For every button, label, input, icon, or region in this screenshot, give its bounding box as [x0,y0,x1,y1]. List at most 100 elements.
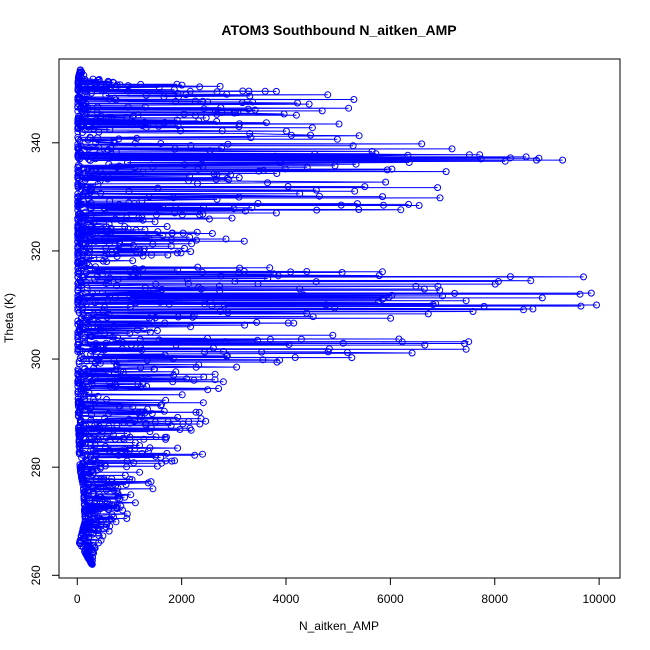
data-point [105,239,113,247]
data-point [183,275,191,283]
data-point [408,349,416,357]
data-point [152,280,160,288]
data-point [529,305,537,313]
data-point [224,140,232,148]
data-point [90,254,98,262]
data-point [168,295,176,303]
data-point [343,349,351,356]
data-point [151,314,159,322]
data-point [169,355,177,362]
data-point [106,274,114,282]
data-point [92,263,99,271]
data-point [88,435,96,443]
x-tick-label: 0 [74,592,81,606]
data-point [163,433,170,441]
x-tick-label: 4000 [273,592,300,606]
data-point [272,87,280,95]
data-point [501,157,509,165]
data-point [105,220,113,228]
data-point [204,334,211,342]
data-point [117,502,125,510]
data-point [179,229,187,237]
data-point [276,159,284,166]
data-point [172,341,180,349]
data-point [185,177,193,185]
data-point [127,491,135,499]
data-point [85,480,93,488]
data-point [196,83,204,91]
data-point [233,363,241,371]
data-point [148,251,155,259]
data-point [121,471,129,479]
data-point [78,347,86,355]
data-point [98,351,106,359]
data-point [131,499,139,507]
data-point [119,339,127,346]
data-point [290,319,298,327]
data-point [110,486,118,494]
data-point [160,93,168,101]
data-point [120,418,128,426]
data-point [115,135,123,143]
data-point [221,301,228,309]
data-point [200,203,207,211]
data-point [216,82,224,90]
data-point [120,436,128,444]
data-point [81,188,89,196]
data-point [170,194,177,202]
data-point [337,201,345,209]
data-point [87,416,95,424]
data-point [593,301,600,309]
data-point [137,364,145,372]
data-point [309,313,317,321]
data-point [173,249,181,257]
data-point [75,112,82,120]
data-point [194,180,201,188]
data-point [146,328,154,336]
data-point [195,408,203,416]
data-point [191,451,199,459]
data-point [140,325,148,333]
data-point [185,417,193,425]
data-point [97,505,105,513]
data-point [140,245,148,253]
data-point [211,370,219,378]
data-point [171,457,179,465]
data-point [179,420,187,428]
data-point [322,301,330,309]
data-point [84,489,92,497]
data-point [308,124,316,132]
data-point [348,354,356,362]
chart-title: ATOM3 Southbound N_aitken_AMP [221,22,456,38]
data-point [378,295,386,303]
data-point [112,366,120,374]
data-point [202,294,209,302]
data-point [303,309,311,317]
data-point [81,318,89,326]
data-point [113,246,121,254]
data-point [94,323,102,331]
data-point [97,189,105,197]
data-point [324,348,332,356]
data-point [156,298,164,306]
data-point [97,112,105,120]
data-point [146,428,154,436]
data-point [469,308,477,315]
data-point [112,96,120,104]
data-point [291,354,299,361]
data-point [235,123,243,131]
data-point [93,121,101,129]
data-point [91,441,99,449]
data-point [355,132,363,140]
data-point [86,133,94,141]
data-point [94,103,102,111]
data-point [155,122,163,130]
data-point [76,137,84,145]
data-point [136,468,144,476]
data-point [135,214,143,222]
data-point [197,415,205,423]
data-point [88,223,96,230]
data-point [106,378,114,386]
data-point [240,237,248,245]
data-point [74,286,82,294]
